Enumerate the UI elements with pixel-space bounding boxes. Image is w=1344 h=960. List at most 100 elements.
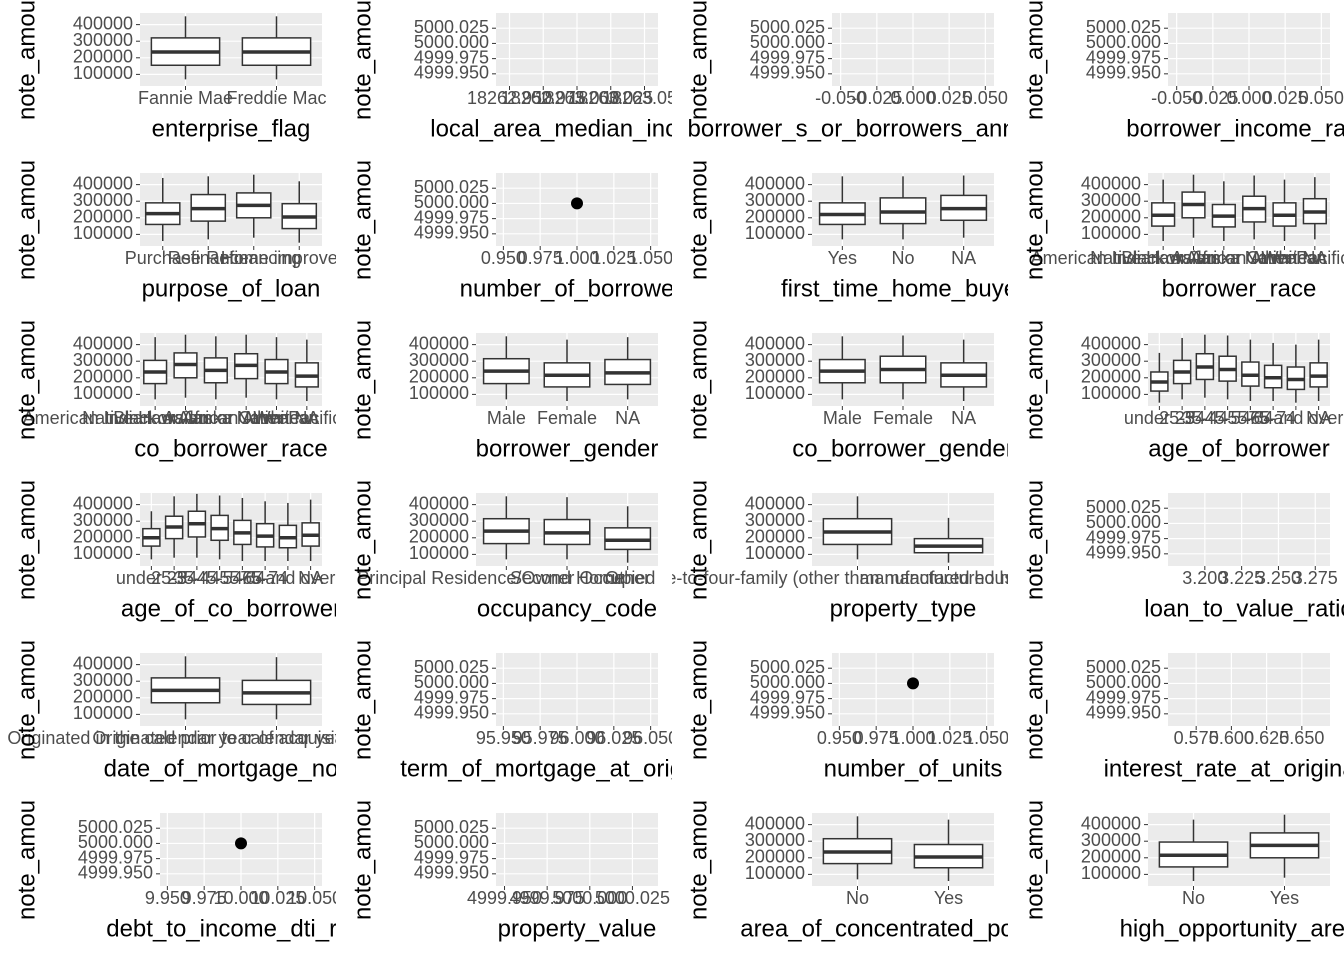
y-tick-label: 5000.025	[1086, 17, 1161, 37]
y-axis-title: note_amount	[685, 300, 712, 440]
x-tick-label: Asian	[1171, 248, 1216, 268]
x-axis-title: borrower_race	[1162, 275, 1317, 302]
x-tick-label: 5000.025	[595, 888, 670, 908]
y-tick-label: 200000	[1081, 847, 1141, 867]
y-tick-label: 100000	[1081, 223, 1141, 243]
y-tick-label: 4999.975	[414, 207, 489, 227]
y-axis-title: note_amount	[13, 300, 40, 440]
y-tick-label: 200000	[73, 47, 133, 67]
y-axis-title: note_amount	[349, 300, 376, 440]
y-tick-label: 400000	[73, 333, 133, 353]
x-tick-label: 65-74	[242, 568, 288, 588]
x-tick-label: Freddie Mac	[226, 88, 326, 108]
x-tick-label: 95.975	[513, 728, 568, 748]
x-tick-label: 0.600	[1209, 728, 1254, 748]
x-axis-title: co_borrower_gender	[792, 435, 1013, 462]
x-tick-label: 45-54	[197, 568, 243, 588]
y-tick-label: 100000	[73, 703, 133, 723]
y-axis-title: note_amount	[13, 460, 40, 600]
facet: 4999.9504999.9755000.0005000.0254999.950…	[349, 800, 670, 942]
x-tick-label: NA	[1306, 408, 1331, 428]
x-tick-label: 0.025	[1263, 88, 1308, 108]
x-tick-label: 0.950	[817, 728, 862, 748]
y-tick-label: 4999.950	[414, 63, 489, 83]
x-tick-label: 0.025	[927, 88, 972, 108]
x-tick-label: 18263.050	[602, 88, 687, 108]
y-axis-title: note_amount	[685, 620, 712, 760]
x-tick-label: 55-64	[1227, 408, 1273, 428]
x-tick-label: Purchase	[125, 248, 201, 268]
y-tick-label: 400000	[1081, 813, 1141, 833]
y-tick-label: 4999.950	[414, 703, 489, 723]
x-tick-label: 55-64	[219, 568, 265, 588]
x-axis-title: interest_rate_at_origination	[1104, 755, 1344, 782]
x-axis-title: age_of_co_borrower	[121, 595, 341, 622]
x-axis-title: debt_to_income_dti_ratio	[106, 915, 376, 942]
y-tick-label: 400000	[73, 493, 133, 513]
y-tick-label: 400000	[73, 653, 133, 673]
x-tick-label: Fannie Mae	[138, 88, 233, 108]
y-axis-title: note_amount	[13, 620, 40, 760]
y-tick-label: 300000	[1081, 190, 1141, 210]
x-tick-label: under 25	[116, 568, 187, 588]
y-tick-label: 300000	[73, 670, 133, 690]
x-tick-label: 35-44	[1182, 408, 1228, 428]
y-tick-label: 100000	[745, 223, 805, 243]
x-tick-label: 10.050	[287, 888, 342, 908]
x-axis-title: first_time_home_buyer	[781, 275, 1025, 302]
y-tick-label: 5000.025	[414, 657, 489, 677]
x-tick-label: 65-74	[1250, 408, 1296, 428]
panel-background	[1168, 493, 1330, 566]
y-tick-label: 4999.975	[750, 687, 825, 707]
y-tick-label: 200000	[745, 527, 805, 547]
y-tick-label: 200000	[73, 687, 133, 707]
point	[235, 837, 247, 850]
x-tick-label: 3.200	[1182, 568, 1227, 588]
x-tick-label: 4999.950	[467, 888, 542, 908]
y-tick-label: 5000.000	[1086, 512, 1161, 532]
panel-background	[496, 813, 658, 886]
x-tick-label: under 25	[1124, 408, 1195, 428]
y-tick-label: 100000	[1081, 383, 1141, 403]
x-axis-title: local_area_median_income	[430, 115, 724, 142]
x-axis-title: purpose_of_loan	[142, 275, 321, 302]
y-tick-label: 400000	[73, 13, 133, 33]
y-tick-label: 5000.000	[414, 192, 489, 212]
x-tick-label: 0.975	[854, 728, 899, 748]
x-tick-label: 1.025	[927, 728, 972, 748]
x-tick-label: White	[253, 408, 299, 428]
x-tick-label: Other	[605, 568, 650, 588]
x-tick-label: White	[1261, 248, 1307, 268]
x-tick-label: manufactured housing	[859, 568, 1037, 588]
x-tick-label: 1.050	[964, 728, 1009, 748]
x-tick-label: 9.950	[145, 888, 190, 908]
x-axis-title: date_of_mortgage_note	[104, 755, 359, 782]
y-axis-title: note_amount	[1021, 0, 1048, 120]
y-axis-title: note_amount	[1021, 460, 1048, 600]
x-tick-label: No	[846, 888, 869, 908]
x-tick-label: 1.000	[890, 728, 935, 748]
x-tick-label: 0.000	[890, 88, 935, 108]
y-tick-label: 100000	[745, 543, 805, 563]
y-tick-label: 200000	[1081, 367, 1141, 387]
y-tick-label: 4999.975	[750, 47, 825, 67]
y-tick-label: 200000	[745, 367, 805, 387]
x-tick-label: 1.050	[628, 248, 673, 268]
x-tick-label: 3.225	[1219, 568, 1264, 588]
y-tick-label: 300000	[745, 510, 805, 530]
x-tick-label: 25-34	[1159, 408, 1205, 428]
y-tick-label: 200000	[745, 847, 805, 867]
y-tick-label: 5000.000	[78, 832, 153, 852]
y-tick-label: 100000	[409, 383, 469, 403]
